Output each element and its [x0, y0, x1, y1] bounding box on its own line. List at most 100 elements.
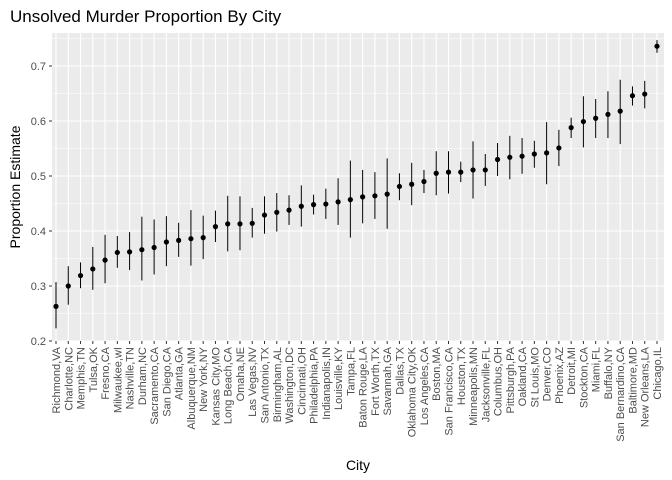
data-point [360, 194, 366, 200]
data-point [102, 257, 108, 263]
x-tick-label: San Diego,CA [161, 346, 173, 416]
y-tick-label: 0.4 [31, 226, 46, 238]
x-tick-label: Dallas,TX [394, 346, 406, 394]
x-tick-label: Buffalo,NY [603, 346, 615, 399]
x-tick-label: Sacramento,CA [149, 346, 161, 424]
data-point [225, 221, 231, 227]
x-tick-label: Fresno,CA [100, 346, 112, 399]
data-point [654, 43, 660, 49]
x-tick-label: Birmingham,AL [272, 347, 284, 422]
data-point [458, 169, 464, 175]
x-tick-label: Houston,TX [456, 346, 468, 405]
data-point [494, 156, 501, 163]
data-point [335, 199, 341, 205]
x-tick-label: San Antonio,TX [260, 346, 272, 423]
x-tick-label: Milwaukee,wI [112, 347, 124, 413]
x-tick-label: Detroit,MI [566, 347, 578, 395]
x-tick-label: Miami,FL [591, 347, 603, 392]
x-tick-label: Savannah,GA [382, 346, 394, 415]
x-tick-label: Baltimore,MD [627, 347, 639, 414]
x-tick-label: Oklahoma City,OK [407, 346, 419, 437]
data-point [65, 283, 71, 289]
x-tick-label: Stockton,CA [578, 346, 590, 408]
data-point [593, 115, 599, 121]
data-point [372, 193, 378, 199]
y-tick-label: 0.2 [31, 336, 46, 348]
x-tick-label: Tampa,FL [345, 347, 357, 396]
data-point [212, 224, 219, 230]
x-tick-label: Los Angeles,CA [419, 346, 431, 425]
data-point [519, 153, 525, 159]
x-tick-label: Nashville,TN [125, 347, 137, 409]
x-tick-label: Richmond,VA [51, 346, 63, 413]
data-point [470, 167, 476, 173]
data-point [139, 247, 145, 253]
data-point [53, 303, 59, 309]
data-point [433, 170, 439, 176]
data-point [151, 244, 157, 251]
y-tick-label: 0.6 [31, 116, 46, 128]
data-point [396, 183, 403, 190]
data-point [642, 91, 648, 97]
data-point [482, 167, 488, 173]
x-tick-label: Tulsa,OK [88, 346, 100, 392]
x-tick-label: Omaha,NE [235, 347, 247, 401]
y-tick-label: 0.7 [31, 61, 46, 73]
x-tick-label: Atlanta,GA [174, 346, 186, 400]
x-tick-label: Columbus,OH [493, 347, 505, 416]
x-tick-label: Washington,DC [284, 347, 296, 424]
y-axis-title: Proportion Estimate [7, 125, 23, 248]
data-point [323, 201, 329, 207]
data-point [629, 93, 636, 99]
data-point [176, 237, 182, 243]
x-tick-label: Kansas City,MO [210, 347, 222, 426]
data-point [90, 266, 96, 272]
data-point [347, 197, 353, 203]
x-tick-label: Las Vegas,NV [247, 346, 259, 416]
y-tick-label: 0.5 [31, 171, 46, 183]
x-axis-title: City [346, 457, 370, 473]
data-point [274, 209, 280, 215]
data-point [163, 239, 169, 245]
x-tick-label: Jacksonville,FL [480, 347, 492, 422]
x-tick-label: Louisville,KY [333, 346, 345, 410]
x-tick-label: Chicago,IL [652, 347, 664, 400]
data-point [77, 272, 84, 279]
x-tick-label: Baton Rouge,LA [358, 346, 370, 427]
x-tick-label: St Louis,MO [529, 347, 541, 408]
x-axis: Richmond,VA Charlotte,NC Memphis,TN Tulsa,O… [51, 341, 664, 442]
data-point [507, 154, 513, 160]
x-tick-label: Albuquerque,NM [186, 347, 198, 430]
x-tick-label: San Francisco,CA [443, 346, 455, 435]
x-tick-label: Philadelphia,PA [309, 346, 321, 424]
data-point [556, 145, 562, 151]
data-point [421, 178, 427, 185]
chart-title: Unsolved Murder Proportion By City [10, 7, 282, 26]
data-point [261, 212, 268, 218]
x-tick-label: Long Beach,CA [223, 346, 235, 424]
x-tick-label: San Bernardino,CA [615, 346, 627, 441]
data-point [286, 207, 292, 213]
data-point [544, 150, 550, 156]
x-tick-label: Phoenix,AZ [554, 347, 566, 404]
x-tick-label: Minneapolis,MN [468, 347, 480, 426]
data-point [568, 125, 574, 131]
data-point [298, 203, 304, 209]
x-tick-label: Pittsburgh,PA [505, 346, 517, 413]
data-point [531, 151, 537, 157]
x-tick-label: Cincinnati,OH [296, 347, 308, 415]
data-point [249, 220, 255, 226]
plot-panel [52, 33, 664, 341]
y-axis: 0.2 0.3 0.4 0.5 0.6 0.7 [31, 61, 52, 348]
data-point [617, 108, 623, 114]
data-point [409, 181, 415, 187]
points [53, 43, 660, 309]
data-point [445, 169, 452, 175]
data-point [200, 235, 206, 241]
data-point [188, 236, 194, 242]
x-tick-label: Charlotte,NC [63, 347, 75, 411]
data-point [310, 202, 317, 208]
data-point [237, 221, 243, 227]
x-tick-label: Denver,CO [542, 347, 554, 402]
